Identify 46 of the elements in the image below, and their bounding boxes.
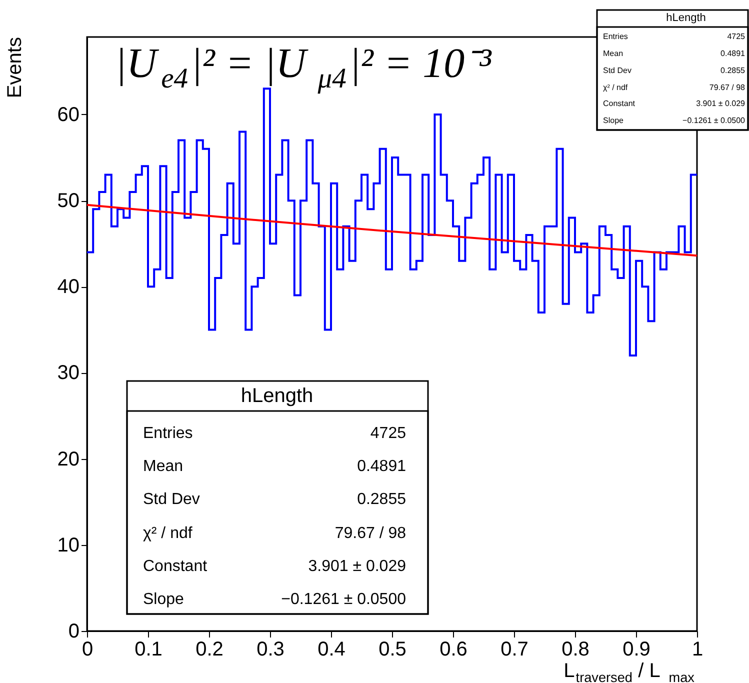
x-tick-label: 0.9 — [622, 638, 650, 660]
x-tick-label: 0.1 — [134, 638, 162, 660]
y-tick-label: 50 — [57, 190, 80, 212]
x-tick-label: 0.4 — [318, 638, 346, 660]
annotation: Mean — [603, 49, 624, 58]
annotation: hLength — [240, 385, 314, 407]
y-axis-title: Events — [4, 37, 26, 98]
line-series — [86, 204, 698, 257]
annotation: Entries — [603, 32, 628, 41]
annotation: 0.2855 — [357, 491, 406, 508]
y-tick-label: 60 — [57, 104, 80, 126]
annotation: Std Dev — [143, 491, 200, 508]
text: 4725 — [727, 32, 746, 41]
annotation: Entries — [143, 425, 193, 442]
annotation: χ² / ndf — [143, 525, 193, 542]
annotation: χ² / ndf — [603, 83, 628, 92]
x-tick-label: 0.5 — [378, 638, 406, 660]
annotation: Constant — [603, 99, 636, 108]
text: 0.4891 — [720, 49, 746, 58]
x-tick-label: 0.2 — [196, 638, 224, 660]
y-tick-label: 40 — [57, 276, 80, 298]
annotation: 3.901 ± 0.029 — [696, 99, 746, 108]
annotation: Slope — [603, 116, 624, 125]
annotation: 79.67 / 98 — [334, 525, 406, 542]
y-tick-label: 0 — [68, 620, 80, 642]
x-tick-label: 0.3 — [256, 638, 284, 660]
text: 79.67 / 98 — [709, 83, 746, 92]
annotation: −0.1261 ± 0.0500 — [281, 591, 406, 608]
text: hLength — [666, 12, 706, 24]
annotation: Std Dev — [603, 66, 632, 75]
annotation: Slope — [143, 591, 184, 608]
annotation: Constant — [143, 558, 208, 575]
x-tick-label: 0 — [82, 638, 94, 660]
annotation: 0.4891 — [357, 458, 406, 475]
annotation: 3.901 ± 0.029 — [308, 558, 406, 575]
annotation: Mean — [143, 458, 184, 475]
y-tick-label: 20 — [57, 448, 80, 470]
annotation: −0.1261 ± 0.0500 — [682, 116, 746, 125]
annotation: 4725 — [370, 425, 406, 442]
x-tick-label: 1 — [692, 638, 704, 660]
x-tick-label: 0.6 — [440, 638, 468, 660]
y-tick-label: 10 — [57, 534, 80, 556]
y-tick-label: 30 — [57, 362, 80, 384]
x-tick-label: 0.8 — [562, 638, 590, 660]
x-tick-label: 0.7 — [500, 638, 528, 660]
text: 0.2855 — [720, 66, 746, 75]
